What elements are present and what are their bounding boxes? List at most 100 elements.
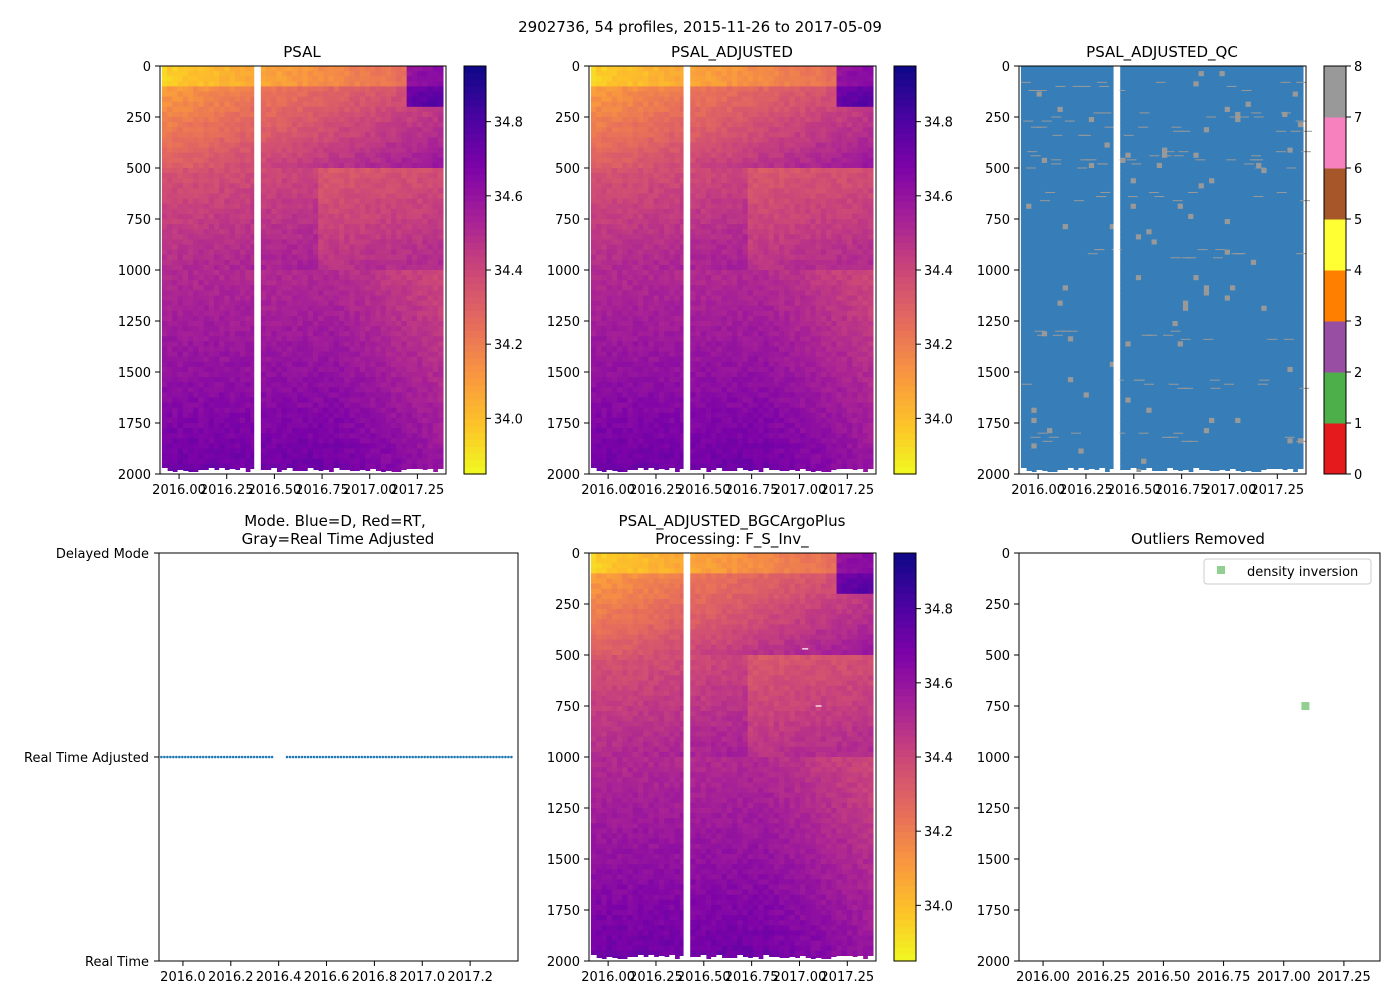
panel-psal-cell — [292, 198, 298, 205]
panel-psal-cell — [292, 259, 298, 266]
panel-psal-cell — [349, 326, 356, 332]
panel-psal-cell — [354, 392, 361, 398]
panel-psal-cell — [422, 208, 428, 215]
panel-psal-cell — [401, 213, 408, 220]
panel-psal-cell — [292, 290, 298, 296]
panel-psal-bottom-nodata — [172, 472, 179, 474]
panel-psal-cell — [172, 315, 178, 322]
panel-psal-cell — [266, 219, 272, 225]
panel-psal-cell — [250, 111, 257, 118]
panel-psal-cell — [219, 106, 225, 113]
panel-psal-adjusted-cell — [601, 173, 607, 179]
panel-psal-bottom-nodata — [161, 468, 168, 474]
panel-psal-adjusted-cell — [601, 321, 607, 327]
panel-psal-cell — [250, 86, 257, 92]
panel-psal-cell — [385, 254, 392, 261]
panel-psal-adjusted-cell — [606, 137, 613, 143]
panel-psal-cell — [396, 147, 402, 154]
panel-psal-cell — [177, 326, 184, 332]
panel-psal-adjusted-cell — [590, 448, 597, 454]
panel-psal-cell — [333, 188, 340, 194]
panel-psal-cell — [323, 331, 329, 337]
panel-psal-cell — [354, 412, 361, 419]
panel-psal-cell — [401, 310, 408, 317]
panel-psal-cell — [401, 387, 408, 393]
panel-psal-cell — [422, 412, 428, 419]
panel-psal-cell — [302, 407, 309, 414]
panel-psal-adjusted-cell — [617, 219, 623, 225]
panel-psal-cell — [385, 326, 392, 332]
panel-psal-cell — [276, 106, 283, 113]
panel-psal-cell — [240, 290, 246, 296]
panel-psal-colorbar-segment — [464, 195, 486, 203]
panel-psal-cell — [354, 76, 361, 82]
panel-psal-cell — [380, 188, 387, 194]
panel-psal-cell — [333, 198, 340, 205]
panel-psal-adjusted-cell — [590, 341, 597, 347]
panel-psal-adjusted-cell — [596, 203, 602, 210]
panel-psal-cell — [245, 468, 251, 475]
panel-psal-cell — [203, 76, 210, 82]
panel-psal-cell — [302, 259, 309, 266]
panel-psal-cell — [307, 76, 314, 82]
panel-psal-cell — [396, 66, 402, 72]
panel-psal-cell — [344, 448, 350, 454]
panel-psal-cell — [323, 162, 329, 169]
panel-psal-adjusted-cell — [617, 142, 623, 148]
panel-psal-cell — [359, 346, 366, 352]
panel-psal-cell — [328, 193, 335, 199]
panel-psal-cell — [375, 111, 382, 118]
panel-psal-cell — [312, 397, 319, 403]
panel-psal-cell — [193, 331, 199, 337]
panel-psal-cell — [437, 219, 444, 225]
panel-psal-cell — [281, 458, 288, 465]
panel-psal-cell — [302, 219, 309, 225]
panel-psal-cell — [354, 315, 361, 322]
panel-psal-cell — [177, 81, 184, 87]
panel-psal-cell — [354, 275, 361, 281]
panel-psal-cell — [172, 453, 178, 460]
panel-psal-cell — [276, 259, 283, 266]
panel-psal-cell — [240, 173, 246, 179]
panel-psal-cell — [328, 86, 335, 92]
panel-psal-cell — [365, 310, 371, 317]
panel-psal-cell — [396, 162, 402, 169]
panel-psal-cell — [307, 326, 314, 332]
panel-psal-adjusted-cell — [617, 71, 623, 77]
panel-psal-cell — [302, 254, 309, 261]
panel-psal-cell — [182, 372, 189, 378]
panel-psal-cell — [380, 264, 387, 271]
panel-psal-cell — [333, 305, 340, 312]
panel-psal-cell — [198, 275, 204, 281]
panel-psal-cell — [411, 208, 418, 215]
panel-psal-adjusted-cell — [601, 453, 607, 460]
panel-psal-adjusted-cell — [622, 147, 628, 154]
panel-psal-cell — [365, 76, 371, 82]
panel-psal-cell — [307, 295, 314, 301]
panel-psal-cell — [219, 382, 225, 388]
panel-psal-cell — [286, 372, 293, 378]
panel-psal-cell — [312, 433, 319, 439]
panel-psal-cell — [401, 315, 408, 322]
panel-psal-cell — [234, 81, 241, 87]
panel-psal-adjusted-cell — [611, 458, 618, 465]
panel-psal-cell — [359, 137, 366, 143]
panel-psal-colorbar-segment — [464, 263, 486, 271]
panel-psal-cell — [344, 188, 350, 194]
panel-psal-cell — [411, 351, 418, 358]
panel-psal-cell — [276, 285, 283, 291]
panel-psal-cell — [385, 346, 392, 352]
panel-psal-cell — [344, 290, 350, 296]
panel-psal-cell — [245, 219, 251, 225]
panel-psal-cell — [338, 336, 345, 342]
panel-psal-cell — [167, 86, 173, 92]
panel-psal-cell — [396, 392, 402, 398]
panel-psal-cell — [260, 366, 267, 373]
panel-psal-cell — [354, 183, 361, 189]
panel-psal-cell — [354, 224, 361, 230]
panel-psal-cell — [177, 417, 184, 424]
panel-psal-adjusted-cell — [617, 387, 623, 393]
panel-psal-cell — [344, 96, 350, 103]
panel-psal-cell — [349, 224, 356, 230]
panel-psal-adjusted-cell — [611, 86, 618, 92]
